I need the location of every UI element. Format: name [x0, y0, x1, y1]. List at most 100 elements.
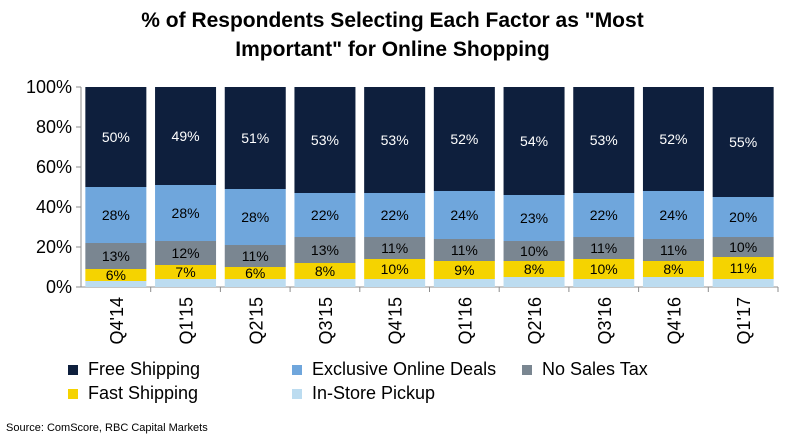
data-label: 28% — [102, 207, 130, 223]
data-label: 28% — [172, 205, 200, 221]
data-label: 10% — [381, 261, 409, 277]
data-label: 13% — [311, 242, 339, 258]
data-label: 9% — [454, 262, 474, 278]
data-label: 13% — [102, 248, 130, 264]
data-label: 11% — [242, 248, 269, 264]
x-tick-label: Q4'16 — [664, 297, 684, 344]
bar-segment — [503, 261, 565, 277]
data-label: 10% — [520, 243, 548, 259]
bar-segment — [573, 237, 635, 259]
bar-segment — [712, 279, 774, 287]
y-tick-label: 0% — [46, 277, 72, 297]
data-label: 23% — [520, 210, 548, 226]
data-label: 53% — [311, 132, 339, 148]
bar-segment — [294, 193, 356, 237]
bar-segment — [503, 241, 565, 261]
data-label: 55% — [729, 134, 757, 150]
data-label: 52% — [659, 131, 687, 147]
bar-segment — [224, 267, 286, 279]
bar-segment — [712, 257, 774, 279]
bar-segment — [155, 265, 217, 279]
bar-segment — [294, 279, 356, 287]
x-tick-label: Q2'15 — [246, 297, 266, 344]
x-tick-label: Q4'15 — [386, 297, 406, 344]
data-label: 28% — [241, 209, 269, 225]
data-label: 54% — [520, 133, 548, 149]
bar-segment — [155, 241, 217, 265]
bar-segment — [573, 193, 635, 237]
bar-segment — [642, 277, 704, 287]
x-tick-label: Q2'16 — [525, 297, 545, 344]
bar-segment — [642, 191, 704, 239]
bar-segment — [433, 191, 495, 239]
bar-segment — [642, 261, 704, 277]
bar-segment — [642, 239, 704, 261]
bar-segment — [503, 87, 565, 195]
bar-segment — [224, 189, 286, 245]
data-label: 51% — [241, 130, 269, 146]
bar-segment — [364, 87, 426, 193]
data-label: 53% — [590, 132, 618, 148]
data-label: 11% — [451, 242, 478, 258]
data-label: 8% — [524, 261, 544, 277]
data-label: 22% — [590, 207, 618, 223]
chart-title: % of Respondents Selecting Each Factor a… — [141, 9, 644, 61]
bar-segment — [712, 197, 774, 237]
data-label: 22% — [311, 207, 339, 223]
x-tick-label: Q4'14 — [107, 297, 127, 344]
data-label: 11% — [660, 242, 687, 258]
bar-segment — [85, 269, 147, 281]
y-tick-label: 80% — [36, 117, 72, 137]
x-tick-label: Q3'16 — [595, 297, 615, 344]
data-label: 8% — [315, 263, 335, 279]
x-tick-label: Q1'15 — [177, 297, 197, 344]
y-tick-label: 40% — [36, 197, 72, 217]
data-label: 6% — [106, 267, 126, 283]
data-label: 49% — [172, 128, 200, 144]
bar-segment — [712, 237, 774, 257]
data-label: 24% — [450, 207, 478, 223]
bar-segment — [433, 87, 495, 191]
bar-segment — [364, 259, 426, 279]
bar-segment — [85, 187, 147, 243]
data-label: 52% — [450, 131, 478, 147]
bar-segment — [364, 193, 426, 237]
bar-segment — [503, 277, 565, 287]
data-label: 22% — [381, 207, 409, 223]
data-label: 12% — [172, 245, 200, 261]
bar-segment — [642, 87, 704, 191]
y-tick-label: 100% — [26, 77, 72, 97]
bar-segment — [573, 259, 635, 279]
source-note: Source: ComScore, RBC Capital Markets — [6, 422, 208, 434]
bar-segment — [85, 281, 147, 287]
data-label: 11% — [730, 260, 757, 276]
bar-segment — [85, 243, 147, 269]
bar-segment — [294, 237, 356, 263]
data-label: 7% — [175, 264, 195, 280]
data-label: 53% — [381, 132, 409, 148]
y-tick-label: 20% — [36, 237, 72, 257]
bar-segment — [364, 279, 426, 287]
data-label: 11% — [381, 240, 408, 256]
bar-segment — [155, 185, 217, 241]
data-label: 24% — [659, 207, 687, 223]
bar-segment — [433, 239, 495, 261]
data-label: 11% — [590, 240, 617, 256]
bar-segment — [224, 245, 286, 267]
bar-segment — [294, 263, 356, 279]
bar-segment — [224, 279, 286, 287]
bar-segment — [224, 87, 286, 189]
bar-segment — [155, 87, 217, 185]
bar-segment — [85, 87, 147, 187]
bar-segment — [573, 87, 635, 193]
bar-segment — [364, 237, 426, 259]
x-tick-label: Q3'15 — [316, 297, 336, 344]
data-label: 10% — [590, 261, 618, 277]
x-tick-label: Q1'16 — [455, 297, 475, 344]
bar-segment — [573, 279, 635, 287]
data-label: 20% — [729, 209, 757, 225]
bar-segment — [433, 261, 495, 279]
data-label: 6% — [245, 265, 265, 281]
x-tick-label: Q1'17 — [734, 297, 754, 344]
